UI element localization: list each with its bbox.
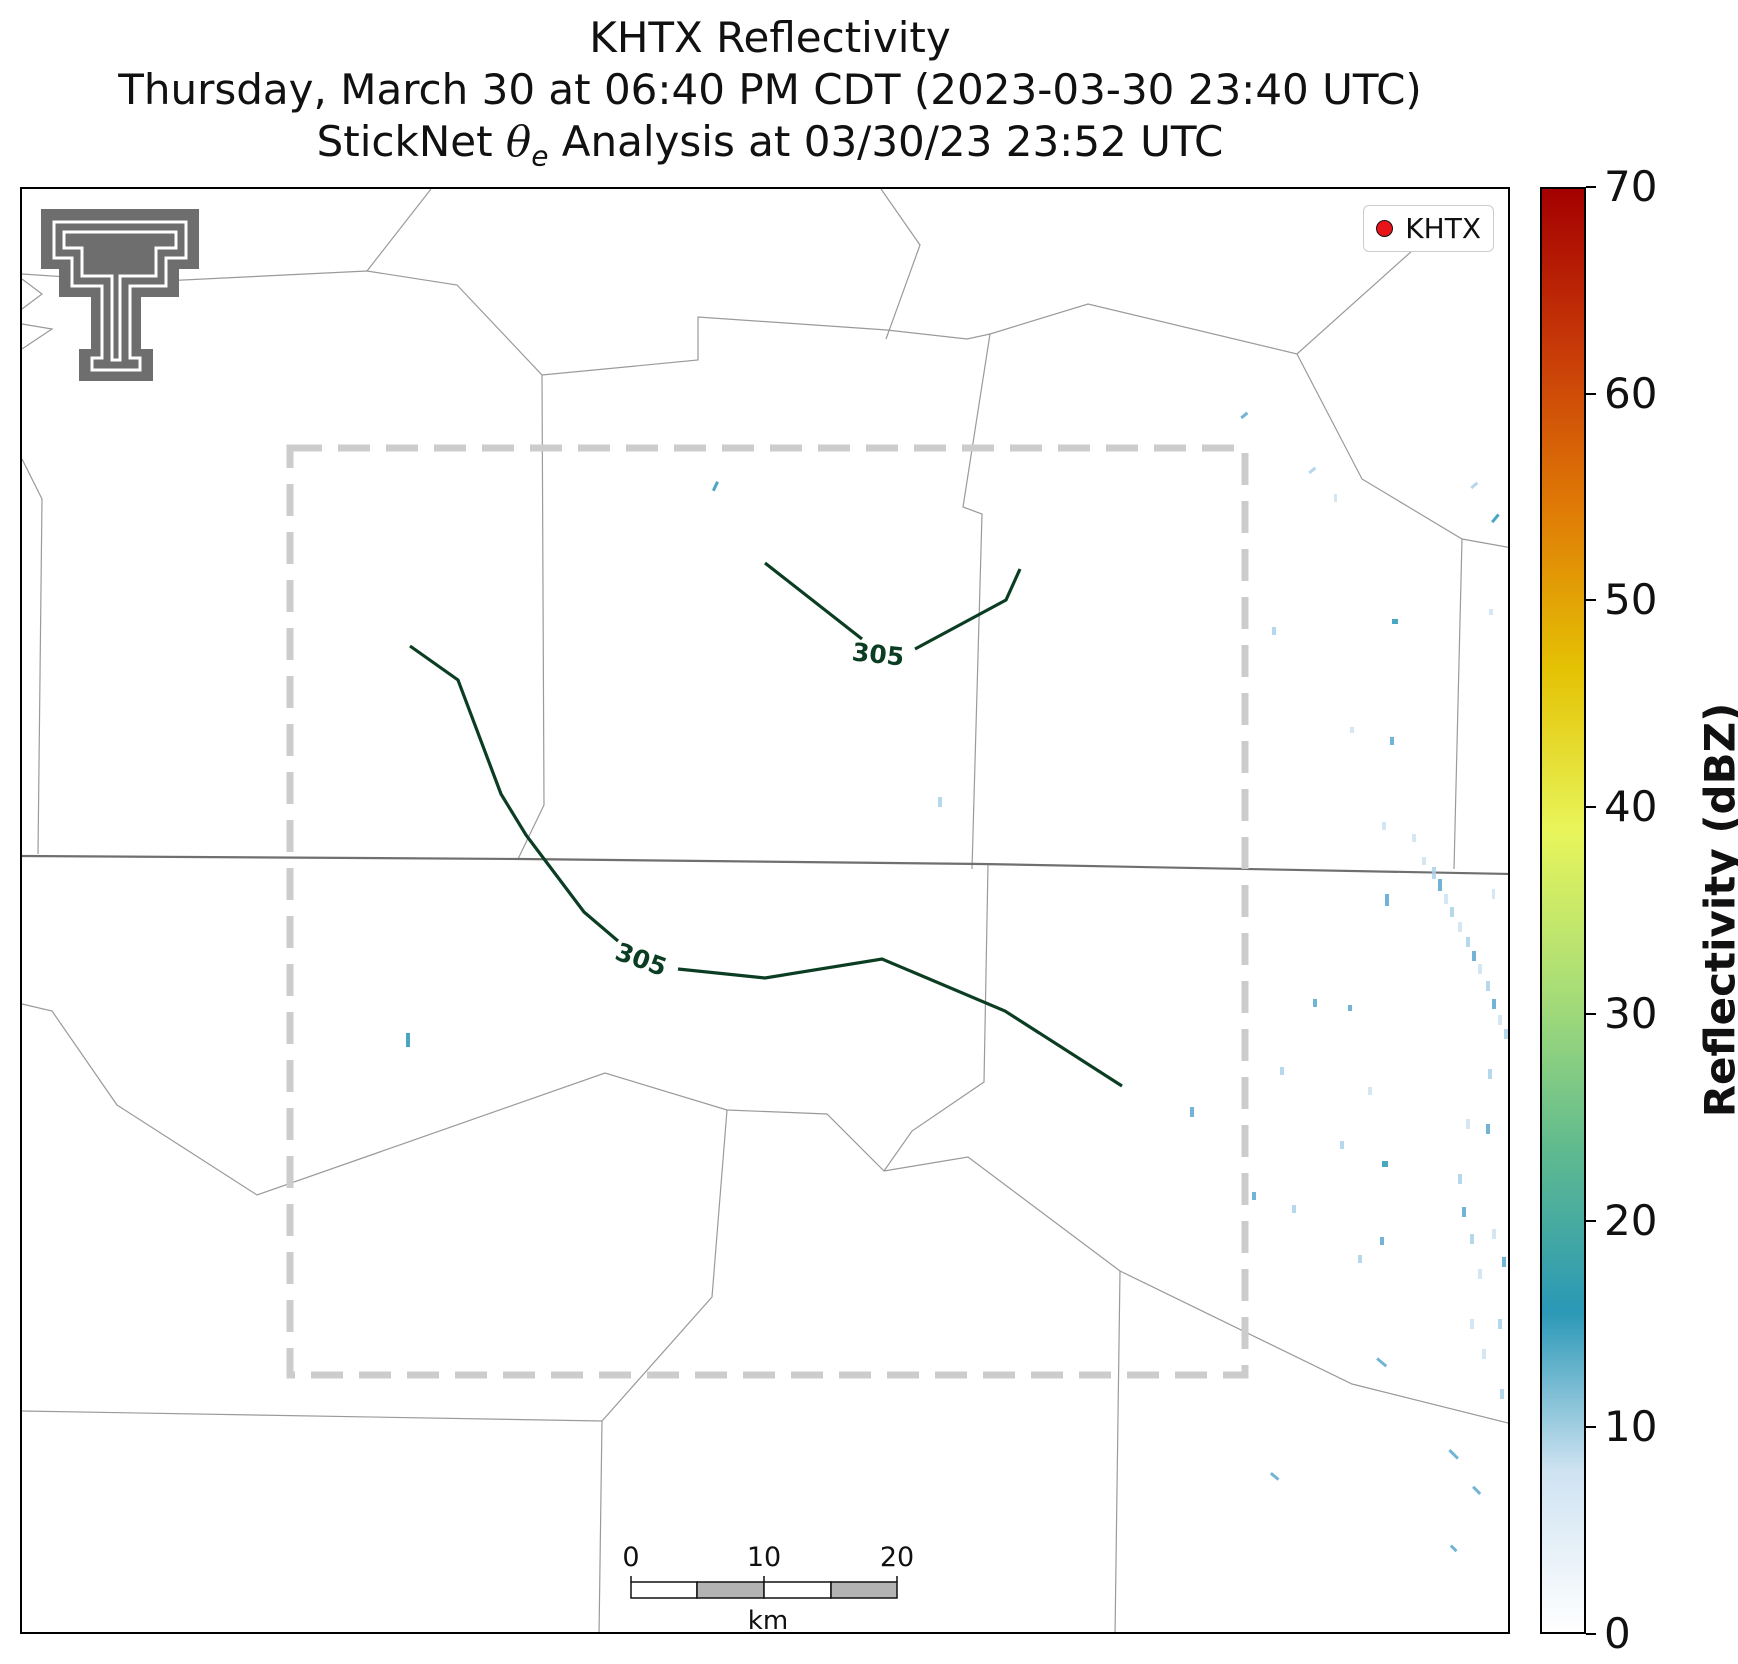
title-line-1: KHTX Reflectivity [589, 13, 951, 62]
title-line-2: Thursday, March 30 at 06:40 PM CDT (2023… [118, 65, 1422, 114]
colorbar-tick-mark [1586, 806, 1596, 809]
scale-bar: 0 10 20 km [622, 1542, 915, 1636]
scale-tick-20: 20 [879, 1542, 915, 1573]
colorbar-tick-mark [1586, 1012, 1596, 1015]
colorbar-tick-mark [1586, 1219, 1596, 1222]
theta-e-contours [409, 561, 1123, 1088]
analysis-domain-box [286, 444, 1249, 1379]
colorbar-tick-label: 40 [1604, 782, 1658, 832]
state-boundary [22, 854, 1508, 876]
colorbar-tick-label: 20 [1604, 1195, 1658, 1245]
contour-line-north [764, 561, 1022, 651]
colorbar-tick-mark [1586, 1426, 1596, 1429]
title-line-3-prefix: StickNet [316, 117, 506, 166]
county-boundaries [22, 189, 1508, 1632]
contour-line-south [409, 644, 1123, 1088]
colorbar-tick-mark [1586, 1633, 1596, 1635]
colorbar-tick-label: 30 [1604, 988, 1658, 1038]
radar-map[interactable]: KHTX [20, 187, 1510, 1634]
reflectivity-echoes [406, 411, 1508, 1553]
map-layers [22, 189, 1508, 1632]
colorbar-tick-mark [1586, 392, 1596, 395]
scale-bar-segments [630, 1576, 898, 1599]
colorbar-tick-label: 0 [1604, 1609, 1631, 1658]
colorbar-tick-mark [1586, 186, 1596, 188]
colorbar-gradient [1542, 189, 1584, 1632]
colorbar-tick-label: 50 [1604, 575, 1658, 625]
texas-tech-logo [41, 209, 199, 381]
colorbar [1540, 187, 1586, 1634]
scale-unit: km [747, 1606, 789, 1636]
radar-site-marker [1376, 220, 1394, 237]
scale-tick-10: 10 [746, 1542, 782, 1573]
double-t-icon [41, 209, 199, 381]
figure-title: KHTX Reflectivity Thursday, March 30 at … [0, 12, 1540, 182]
map-legend: KHTX [1363, 205, 1494, 252]
title-line-3-suffix: Analysis at 03/30/23 23:52 UTC [548, 117, 1224, 166]
scale-tick-0: 0 [622, 1542, 640, 1573]
colorbar-tick-label: 60 [1604, 368, 1658, 418]
contour-label-north: 305 [850, 637, 906, 672]
theta-symbol: θ [505, 117, 532, 166]
title-line-3: StickNet θe Analysis at 03/30/23 23:52 U… [0, 116, 1540, 182]
theta-subscript: e [531, 139, 549, 173]
colorbar-title: Reflectivity (dBZ) [1695, 702, 1738, 1118]
colorbar-tick-mark [1586, 599, 1596, 602]
colorbar-tick-label: 10 [1604, 1402, 1658, 1452]
legend-label: KHTX [1405, 212, 1481, 245]
colorbar-tick-label: 70 [1604, 162, 1658, 211]
